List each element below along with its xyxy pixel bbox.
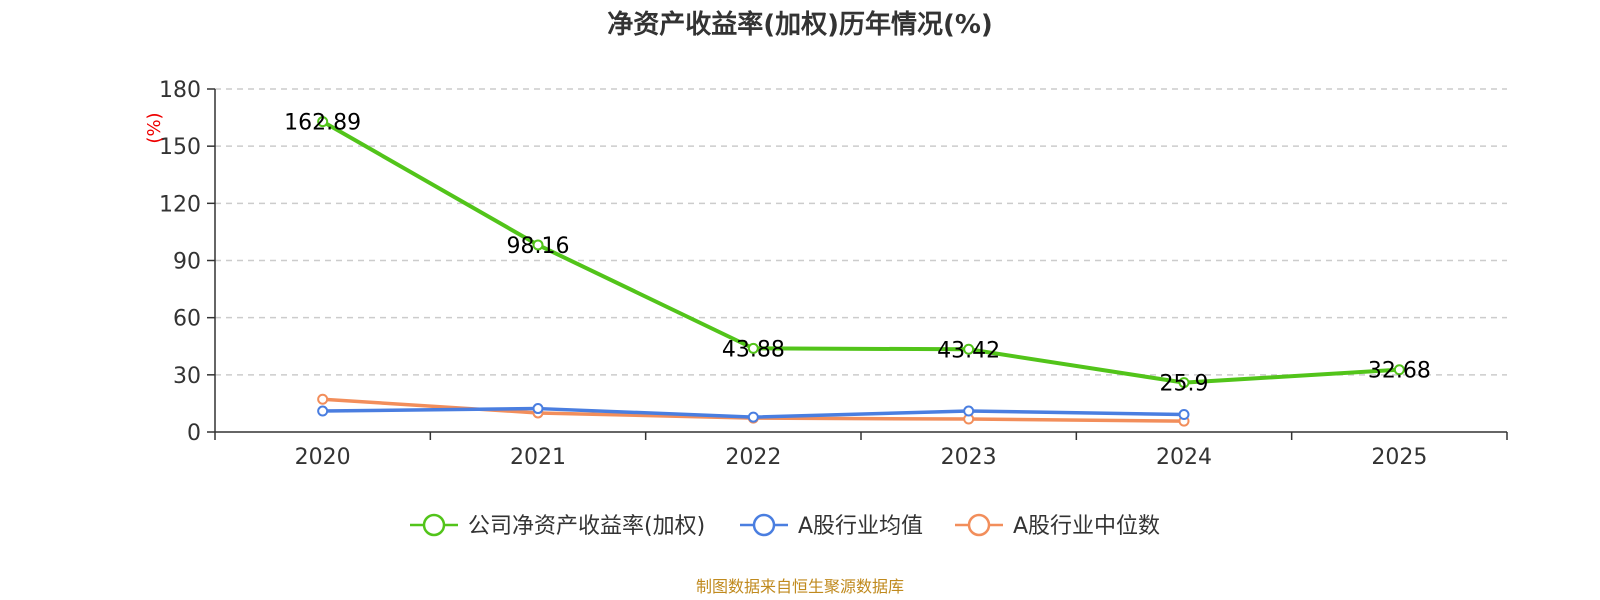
legend-item-1[interactable]: A股行业均值 (740, 513, 923, 539)
data-point[interactable] (963, 405, 975, 417)
y-tick-label: 150 (159, 135, 201, 160)
y-tick-label: 0 (187, 421, 201, 446)
series-lines (317, 116, 1405, 427)
grid-lines (215, 88, 1507, 376)
data-labels: 162.89 98.16 43.88 43.42 25.9 32.68 (284, 111, 1431, 397)
y-tick-label: 120 (159, 192, 201, 217)
data-label: 25.9 (1160, 372, 1209, 397)
legend-circle-icon (422, 513, 446, 537)
y-tick-label: 90 (173, 250, 201, 275)
legend-label: A股行业中位数 (1013, 514, 1160, 539)
data-point[interactable] (317, 405, 329, 417)
y-tick-label: 30 (173, 364, 201, 389)
series-1 (317, 403, 1190, 423)
data-point[interactable] (747, 411, 759, 423)
data-point[interactable] (317, 116, 329, 128)
x-tick-label: 2025 (1371, 445, 1427, 470)
x-tick-label: 2022 (725, 445, 781, 470)
data-label: 43.88 (722, 337, 785, 362)
legend-item-0[interactable]: 公司净资产收益率(加权) (410, 513, 705, 539)
data-point[interactable] (747, 342, 759, 354)
series-0 (317, 116, 1405, 389)
data-point[interactable] (532, 239, 544, 251)
x-tick-label: 2021 (510, 445, 566, 470)
series-line (320, 119, 1402, 385)
x-tick-label: 2020 (295, 445, 351, 470)
data-point[interactable] (1178, 377, 1190, 389)
source-note: 制图数据来自恒生聚源数据库 (696, 577, 904, 596)
legend-item-2[interactable]: A股行业中位数 (955, 513, 1160, 539)
axes: 0 30 60 90 120 150 180 2020 2021 2022 2023 2024 2025 (159, 78, 1508, 470)
data-label: 162.89 (284, 111, 361, 136)
legend-circle-icon (967, 513, 991, 537)
data-label: 43.42 (937, 338, 1000, 363)
data-point[interactable] (963, 343, 975, 355)
data-point[interactable] (317, 393, 329, 405)
x-tick-label: 2024 (1156, 445, 1212, 470)
data-label: 32.68 (1368, 359, 1431, 384)
data-point[interactable] (1393, 364, 1405, 376)
y-tick-label: 180 (159, 78, 201, 103)
legend-label: A股行业均值 (798, 514, 923, 539)
data-point[interactable] (1178, 408, 1190, 420)
data-label: 98.16 (507, 234, 570, 259)
legend-circle-icon (752, 513, 776, 537)
data-point[interactable] (532, 403, 544, 415)
y-tick-label: 60 (173, 307, 201, 332)
legend-label: 公司净资产收益率(加权) (468, 514, 705, 539)
y-axis-unit-label: (%) (144, 112, 165, 143)
x-tick-label: 2023 (941, 445, 997, 470)
legend[interactable]: 公司净资产收益率(加权) A股行业均值 A股行业中位数 (410, 513, 1160, 539)
chart-title: 净资产收益率(加权)历年情况(%) (607, 9, 993, 40)
